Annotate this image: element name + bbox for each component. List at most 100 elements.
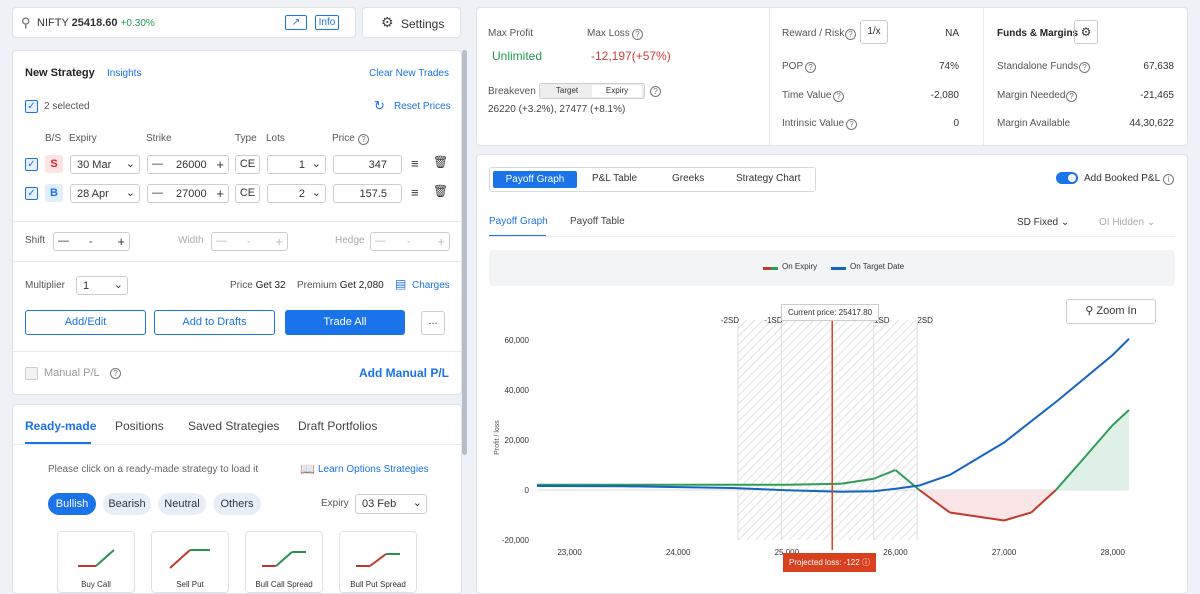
zoom-in-button[interactable]: ⚲ Zoom In (1066, 299, 1156, 324)
legend-expiry-label: On Expiry (782, 262, 818, 271)
x-tick-label: 26,000 (883, 548, 908, 557)
leg-price-value: 157.5 (359, 188, 387, 200)
help-icon: ? (845, 29, 856, 40)
add-to-drafts-button[interactable]: Add to Drafts (154, 310, 275, 335)
expiry-select[interactable]: 03 Feb ⌄ (355, 494, 427, 514)
filter-others[interactable]: Others (213, 493, 261, 515)
leg-type[interactable]: CE (235, 184, 260, 203)
oi-value: OI Hidden (1099, 217, 1145, 228)
plus-icon[interactable]: + (216, 186, 224, 201)
leg-checkbox[interactable]: ✓ (25, 187, 38, 200)
booked-pl-toggle[interactable] (1056, 172, 1078, 184)
multiplier-select[interactable]: 1 ⌄ (76, 276, 128, 295)
header-bs: B/S (45, 133, 62, 144)
hedge-value: - (407, 236, 411, 248)
tab-saved-strategies[interactable]: Saved Strategies (188, 419, 280, 433)
minus-icon[interactable]: — (152, 158, 163, 170)
filter-bullish[interactable]: Bullish (48, 493, 96, 515)
breakeven-values: 26220 (+3.2%), 27477 (+8.1%) (488, 104, 626, 115)
plus-icon[interactable]: + (275, 234, 283, 249)
expiry-option[interactable]: Expiry (592, 85, 642, 97)
symbol-search[interactable]: ⚲ NIFTY 25418.60 +0.30% ↗ Info (12, 7, 356, 38)
y-tick-label: 0 (525, 486, 530, 495)
leg-lots-select[interactable]: 2 ⌄ (267, 184, 326, 203)
leg-bs-badge[interactable]: B (45, 184, 63, 202)
info-button[interactable]: Info (315, 15, 339, 30)
minus-icon[interactable]: — (58, 235, 69, 247)
more-options-button[interactable]: ... (421, 311, 445, 335)
refresh-icon[interactable]: ↻ (374, 98, 385, 113)
width-value: - (247, 236, 251, 248)
expiry-line-segment (1030, 489, 1057, 514)
manual-pl-checkbox[interactable] (25, 367, 38, 380)
plus-icon[interactable]: + (117, 234, 125, 249)
menu-icon[interactable]: ≡ (411, 156, 419, 171)
menu-icon[interactable]: ≡ (411, 185, 419, 200)
trash-icon[interactable]: 🗑 (433, 184, 449, 198)
plus-icon[interactable]: + (437, 234, 445, 249)
shift-stepper[interactable]: — - + (53, 232, 130, 251)
expiry-line-segment (949, 511, 1005, 522)
oi-select[interactable]: OI Hidden ⌄ (1099, 217, 1155, 228)
leg-bs-badge[interactable]: S (45, 155, 63, 173)
chart-icon[interactable]: ↗ (285, 15, 307, 30)
charges-link[interactable]: Charges (412, 280, 450, 291)
strategy-card-bull-call-spread[interactable]: Bull Call Spread (245, 531, 323, 593)
minus-icon[interactable]: — (216, 235, 227, 247)
chevron-down-icon: ⌄ (1146, 217, 1156, 228)
settings-button[interactable]: ⚙ Settings (362, 7, 461, 38)
width-stepper[interactable]: — - + (211, 232, 288, 251)
learn-strategies-link[interactable]: Learn Options Strategies (318, 464, 429, 475)
sd-select[interactable]: SD Fixed ⌄ (1017, 217, 1069, 228)
leg-price-input[interactable]: 157.5 (333, 184, 402, 203)
target-option[interactable]: Target (555, 86, 579, 95)
x-tick-label: 28,000 (1100, 548, 1125, 557)
legend-bar: On Expiry On Target Date (489, 250, 1175, 286)
leg-expiry-select[interactable]: 28 Apr ⌄ (70, 184, 140, 203)
minus-icon[interactable]: — (375, 235, 386, 247)
strategy-card-sell-put[interactable]: Sell Put (151, 531, 229, 593)
trash-icon[interactable]: 🗑 (433, 155, 449, 169)
shift-label: Shift (25, 235, 46, 246)
plus-icon[interactable]: + (216, 157, 224, 172)
tab-pl-table[interactable]: P&L Table (592, 173, 638, 184)
buy-call-icon (78, 549, 115, 567)
tab-greeks[interactable]: Greeks (672, 173, 705, 184)
leg-checkbox[interactable]: ✓ (25, 158, 38, 171)
manual-pl-label: Manual P/L (44, 367, 100, 379)
filter-neutral[interactable]: Neutral (158, 493, 206, 515)
tab-positions[interactable]: Positions (115, 419, 164, 433)
funds-settings-button[interactable]: ⚙ (1074, 20, 1098, 44)
subtab-payoff-table[interactable]: Payoff Table (570, 216, 625, 227)
add-edit-button[interactable]: Add/Edit (25, 310, 146, 335)
hedge-stepper[interactable]: — - + (370, 232, 450, 251)
payoff-chart[interactable]: -2SD -1SD 1SD 2SD -20,000 0 20,000 40,000 60,000… (477, 300, 1177, 590)
leg-expiry-select[interactable]: 30 Mar ⌄ (70, 155, 140, 174)
leg-lots-value: 1 (298, 159, 305, 171)
select-all-checkbox[interactable]: ✓ (25, 100, 38, 113)
strategy-card-buy-call[interactable]: Buy Call (57, 531, 135, 593)
minus-icon[interactable]: — (152, 187, 163, 199)
leg-strike-stepper[interactable]: — 26000 + (147, 155, 229, 174)
breakeven-label: Breakeven (488, 86, 536, 97)
scrollbar[interactable] (462, 50, 467, 455)
tab-readymade[interactable]: Ready-made (25, 419, 97, 433)
filter-bearish[interactable]: Bearish (103, 493, 151, 515)
strategy-card-bull-put-spread[interactable]: Bull Put Spread (339, 531, 417, 593)
leg-strike-stepper[interactable]: — 27000 + (147, 184, 229, 203)
tab-draft-portfolios[interactable]: Draft Portfolios (298, 419, 378, 433)
add-manual-pl-link[interactable]: Add Manual P/L (359, 366, 449, 380)
breakeven-toggle[interactable]: Target Expiry (539, 83, 645, 99)
leg-type[interactable]: CE (235, 155, 260, 174)
clear-trades-link[interactable]: Clear New Trades (368, 68, 449, 79)
subtab-payoff-graph[interactable]: Payoff Graph (489, 216, 548, 227)
trade-all-button[interactable]: Trade All (285, 310, 405, 335)
sd-label: -1SD (764, 316, 782, 325)
leg-lots-select[interactable]: 1 ⌄ (267, 155, 326, 174)
tab-strategy-chart[interactable]: Strategy Chart (736, 173, 801, 184)
rr-toggle-button[interactable]: 1/x (860, 20, 888, 44)
leg-price-input[interactable]: 347 (333, 155, 402, 174)
reset-prices-link[interactable]: Reset Prices (394, 101, 451, 112)
insights-link[interactable]: Insights (107, 68, 142, 79)
tab-payoff-graph[interactable]: Payoff Graph (493, 171, 577, 188)
